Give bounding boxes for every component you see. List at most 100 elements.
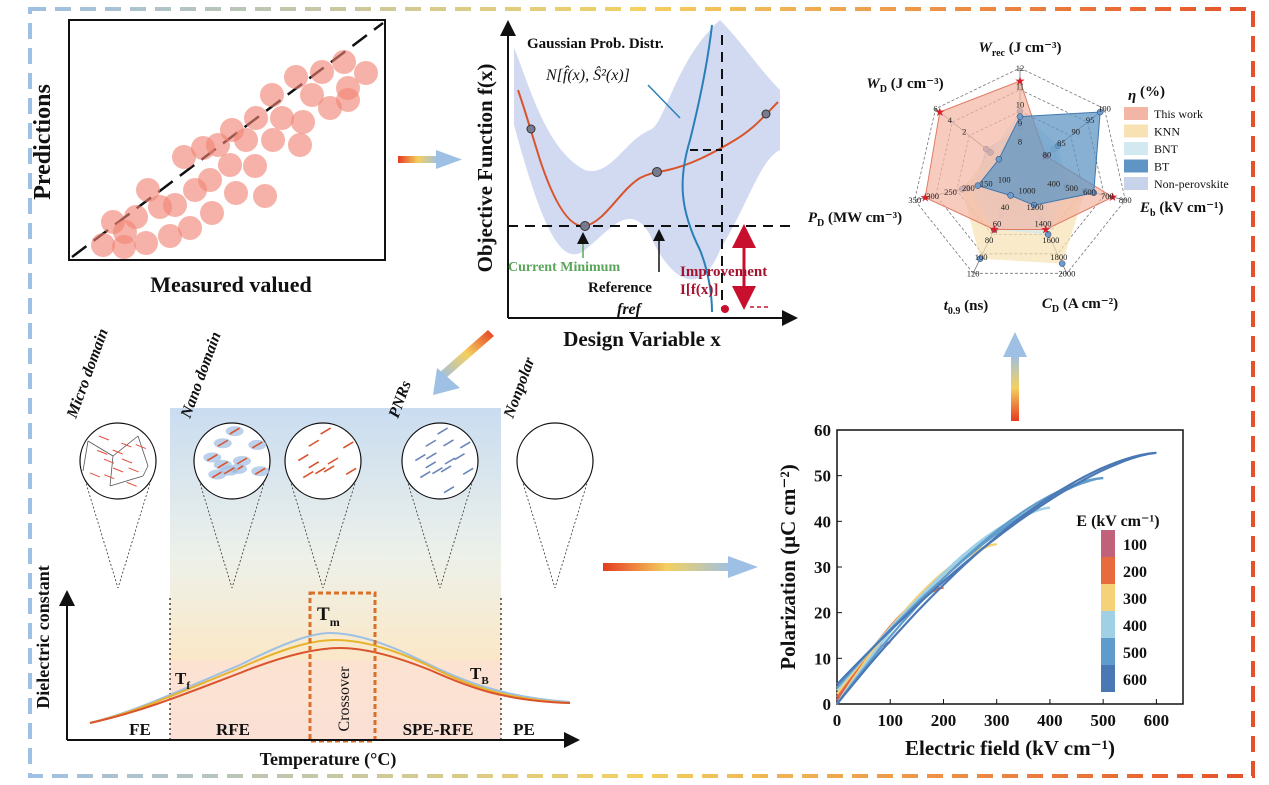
pe-legend-label: 400 xyxy=(1123,618,1147,635)
sample-point xyxy=(652,167,662,177)
dipole-arrow xyxy=(229,427,241,435)
radar-tick-label: 6 xyxy=(933,104,937,114)
dipole-arrow xyxy=(126,481,137,487)
dipole-arrow xyxy=(97,449,108,455)
pe-legend-swatch xyxy=(1101,638,1115,665)
radar-marker xyxy=(1030,201,1038,209)
scatter-point xyxy=(183,178,207,202)
dipole-arrow xyxy=(342,441,354,449)
pe-loop-discharge xyxy=(836,451,1157,686)
radar-legend-swatch xyxy=(1124,142,1148,155)
pe-legend-label: 200 xyxy=(1123,564,1147,581)
scatter-point xyxy=(291,110,315,134)
pe-x-tick-label: 200 xyxy=(931,711,957,730)
crossover-box xyxy=(308,591,377,743)
pe-legend-label: 500 xyxy=(1123,645,1147,662)
radar-tick-label: 8 xyxy=(1018,136,1022,146)
dipole-arrow xyxy=(440,465,452,473)
dipole-arrow xyxy=(121,458,133,464)
dipole-arrow xyxy=(302,470,314,479)
dipole-arrow xyxy=(425,452,437,460)
dipole-arrow xyxy=(89,472,101,478)
flow-arrow-4 xyxy=(1003,332,1027,421)
radar-tick-label: 80 xyxy=(1043,149,1052,159)
dipole-arrow xyxy=(112,467,124,473)
region-label-rfe: RFE xyxy=(216,720,250,739)
dipole-arrow xyxy=(308,439,320,447)
dipole-arrow xyxy=(251,441,263,449)
radar-legend-label: BT xyxy=(1154,160,1170,174)
dipole-arrow xyxy=(443,485,455,494)
sample-point xyxy=(580,221,590,231)
dipole-arrow xyxy=(104,474,115,480)
dipole-arrow xyxy=(217,439,229,447)
radar-tick-label: 300 xyxy=(926,191,939,201)
radar-tick-label: 2000 xyxy=(1058,268,1075,278)
radar-tick-label: 120 xyxy=(967,268,980,278)
radar-tick-label: 200 xyxy=(962,183,975,193)
radar-tick-label: 1400 xyxy=(1034,219,1051,229)
scatter-panel: Predictions Measured valued xyxy=(30,19,386,297)
tm-label: Tm xyxy=(317,604,340,629)
radar-tick-label: 100 xyxy=(1098,104,1111,114)
pe-legend-swatch xyxy=(1101,584,1115,611)
dipole-arrow xyxy=(217,461,229,469)
objective-curve xyxy=(517,89,779,228)
radar-tick-label: 95 xyxy=(1086,115,1095,125)
scatter-point xyxy=(354,61,378,85)
scatter-point xyxy=(253,184,277,208)
dipole-arrow xyxy=(135,444,147,450)
radar-star-marker: ★ xyxy=(934,105,945,119)
pe-legend-swatch xyxy=(1101,611,1115,638)
dipole-arrow xyxy=(254,467,266,475)
phase-xlabel: Temperature (°C) xyxy=(260,749,397,770)
radar-legend-swatch xyxy=(1124,177,1148,190)
domain-label: Micro domain xyxy=(63,326,111,421)
scatter-point xyxy=(218,153,242,177)
dipole-arrow xyxy=(320,427,332,435)
scatter-point xyxy=(244,106,268,130)
radar-marker xyxy=(1058,260,1066,267)
pe-y-tick-label: 50 xyxy=(814,467,831,486)
radar-tick-label: 150 xyxy=(980,179,993,189)
radar-tick-label: 700 xyxy=(1101,191,1114,201)
dipole-arrow xyxy=(323,465,335,473)
radar-tick-label: 1800 xyxy=(1050,252,1067,262)
phase-ylabel: Dielectric constant xyxy=(33,565,53,708)
domain-cone-line xyxy=(405,475,441,589)
radar-axis-label: CD (A cm⁻²) xyxy=(1042,296,1118,315)
dipole-arrow xyxy=(211,470,223,479)
normal-formula: N[f̂(x), Ŝ²(x)] xyxy=(545,65,630,84)
dipole-arrow xyxy=(236,457,248,465)
sample-point xyxy=(761,109,771,119)
pe-legend-label: 300 xyxy=(1123,591,1147,608)
radar-marker xyxy=(1096,108,1104,116)
radar-legend-label: BNT xyxy=(1154,142,1179,156)
scatter-point xyxy=(270,106,294,130)
radar-star-marker: ★ xyxy=(989,223,1000,237)
scatter-point xyxy=(300,83,324,107)
dipole-arrow xyxy=(444,457,456,465)
pe-legend-label: 600 xyxy=(1123,672,1147,689)
radar-tick-label: 60 xyxy=(993,219,1002,229)
region-label-pe: PE xyxy=(513,720,535,739)
dipole-arrow xyxy=(103,458,115,464)
radar-axis-label: t0.9 (ns) xyxy=(944,298,989,317)
region-label-fe: FE xyxy=(129,720,151,739)
domain-cone-line xyxy=(288,475,324,589)
current-min-label: Current Minimum xyxy=(508,260,620,275)
scatter-point xyxy=(310,60,334,84)
pe-legend-label: 100 xyxy=(1123,537,1147,554)
radar-tick-label: 12 xyxy=(1016,63,1025,73)
figure-frame xyxy=(28,7,1255,778)
pe-x-tick-label: 600 xyxy=(1144,711,1170,730)
pe-y-tick-label: 30 xyxy=(814,558,831,577)
radar-grid-ring xyxy=(914,67,1126,274)
radar-tick-label: 600 xyxy=(1083,187,1096,197)
radar-legend-swatch xyxy=(1124,159,1148,173)
gaussian-label: Gaussian Prob. Distr. xyxy=(527,36,664,52)
radar-legend: This work KNN BNT BT Non-perovskite xyxy=(1124,107,1229,191)
gaussian-pointer xyxy=(647,84,681,119)
radar-tick-label: 100 xyxy=(998,175,1011,185)
